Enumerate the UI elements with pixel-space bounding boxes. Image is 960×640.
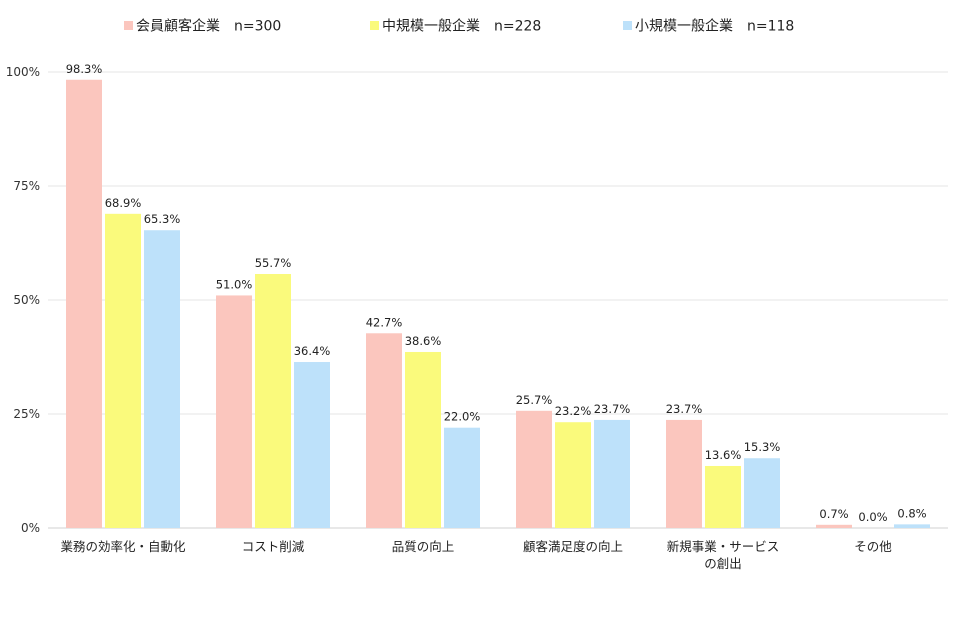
legend-item: 小規模一般企業 n=118: [623, 18, 794, 35]
bar: [705, 465, 741, 528]
bar: [555, 422, 591, 528]
data-label: 42.7%: [366, 315, 403, 329]
x-tick-label: コスト削減: [242, 539, 305, 554]
data-label: 51.0%: [216, 277, 253, 291]
gridlines: [48, 71, 948, 529]
x-tick-label: 顧客満足度の向上: [523, 539, 623, 554]
bar: [444, 427, 480, 528]
legend-item: 中規模一般企業 n=228: [370, 18, 541, 35]
bar: [144, 230, 180, 528]
data-label: 0.0%: [858, 510, 887, 524]
data-label: 23.2%: [555, 404, 592, 418]
y-tick-label: 50%: [13, 293, 40, 307]
x-tick-label: 業務の効率化・自動化: [60, 539, 186, 554]
data-label: 68.9%: [105, 196, 142, 210]
y-tick-label: 75%: [13, 179, 40, 193]
data-label: 38.6%: [405, 334, 442, 348]
legend: 会員顧客企業 n=300 中規模一般企業 n=228 小規模一般企業 n=118: [124, 18, 794, 35]
x-tick-label: その他: [854, 539, 892, 554]
legend-label: 中規模一般企業 n=228: [382, 18, 541, 35]
legend-item: 会員顧客企業 n=300: [124, 18, 281, 35]
x-tick-label: 品質の向上: [392, 539, 455, 554]
data-label: 0.8%: [897, 506, 926, 520]
x-tick-label: 新規事業・サービスの創出: [667, 539, 780, 571]
value-labels: 98.3% 68.9%65.3% 51.0%55.7% 36.4% 42.7%38.6%…: [66, 62, 927, 524]
bar: [816, 524, 852, 528]
data-label: 25.7%: [516, 393, 553, 407]
bar: [666, 419, 702, 528]
x-axis: 業務の効率化・自動化 コスト削減 品質の向上 顧客満足度の向上 新規事業・サービスの創出…: [60, 539, 892, 571]
data-label: 98.3%: [66, 62, 103, 76]
data-label: 55.7%: [255, 256, 292, 270]
y-axis: 0% 25% 50% 75% 100%: [6, 65, 40, 535]
legend-swatch: [370, 21, 379, 30]
y-tick-label: 0%: [21, 521, 40, 535]
data-label: 23.7%: [666, 402, 703, 416]
bars: [66, 79, 930, 529]
data-label: 65.3%: [144, 212, 181, 226]
data-label: 15.3%: [744, 440, 781, 454]
legend-swatch: [623, 21, 632, 30]
legend-swatch: [124, 21, 133, 30]
bar: [216, 295, 252, 528]
bar: [255, 274, 291, 528]
bar: [894, 524, 930, 528]
bar: [66, 79, 102, 528]
bar: [594, 419, 630, 528]
bar: [516, 410, 552, 528]
data-label: 23.7%: [594, 402, 631, 416]
legend-label: 小規模一般企業 n=118: [635, 18, 794, 35]
data-label: 0.7%: [819, 507, 848, 521]
bar: [744, 458, 780, 528]
bar: [405, 351, 441, 528]
data-label: 36.4%: [294, 344, 331, 358]
legend-label: 会員顧客企業 n=300: [136, 18, 281, 35]
bar: [294, 362, 330, 528]
bar: [105, 213, 141, 529]
data-label: 22.0%: [444, 410, 481, 424]
data-label: 13.6%: [705, 448, 742, 462]
y-tick-label: 25%: [13, 407, 40, 421]
y-tick-label: 100%: [6, 65, 40, 79]
bar: [366, 333, 402, 528]
